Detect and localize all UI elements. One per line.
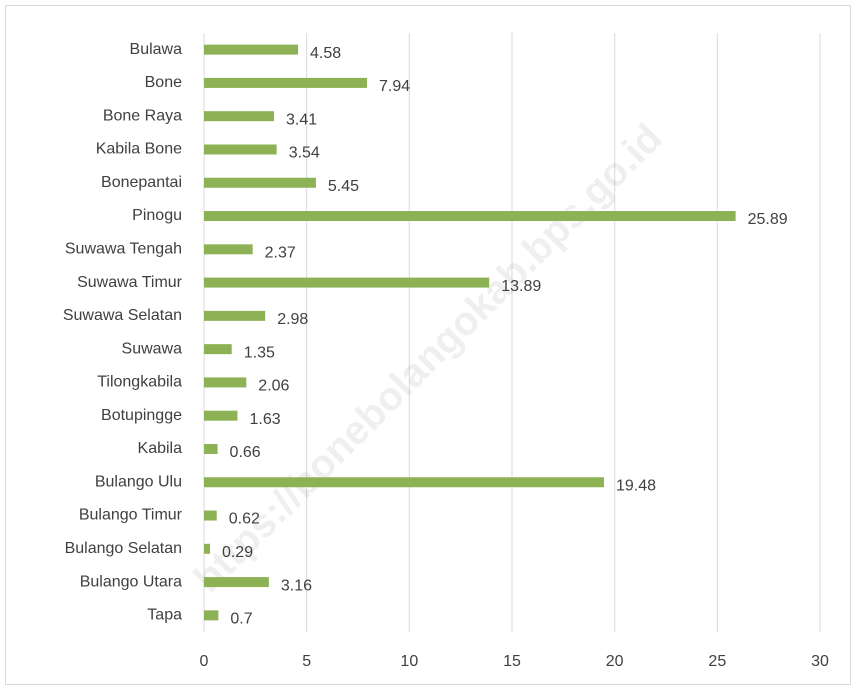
x-tick-label: 5 — [302, 653, 311, 670]
bar — [204, 177, 316, 188]
y-tick-label: Bulango Ulu — [95, 473, 182, 490]
data-label: 0.66 — [230, 444, 261, 461]
y-tick-label: Suwawa — [122, 340, 183, 357]
bar — [204, 244, 253, 255]
x-tick-label: 30 — [811, 653, 829, 670]
y-tick-label: Pinogu — [132, 207, 182, 224]
y-tick-label: Bonepantai — [101, 174, 182, 191]
bar — [204, 377, 247, 388]
y-tick-label: Bone Raya — [103, 107, 182, 124]
data-label: 5.45 — [328, 178, 359, 195]
y-tick-label: Tapa — [147, 607, 182, 624]
x-tick-label: 10 — [400, 653, 418, 670]
data-label: 19.48 — [616, 477, 656, 494]
data-label: 1.35 — [244, 344, 275, 361]
data-label: 0.29 — [222, 544, 253, 561]
y-tick-label: Bulango Utara — [80, 573, 182, 590]
data-label: 3.41 — [286, 111, 317, 128]
bar — [204, 577, 269, 588]
bar — [204, 144, 277, 155]
data-label: 2.98 — [277, 311, 308, 328]
bar — [204, 77, 368, 88]
data-label: 0.7 — [230, 611, 252, 628]
data-label: 25.89 — [748, 211, 788, 228]
data-label: 2.06 — [258, 378, 289, 395]
x-tick-label: 15 — [503, 653, 521, 670]
y-tick-label: Bulango Selatan — [65, 540, 182, 557]
data-label: 13.89 — [501, 278, 541, 295]
bar — [204, 111, 275, 122]
y-tick-label: Suwawa Timur — [77, 274, 183, 291]
x-tick-label: 0 — [200, 653, 209, 670]
x-tick-label: 25 — [708, 653, 726, 670]
y-tick-label: Bone — [145, 74, 182, 91]
y-tick-label: Bulango Timur — [79, 507, 183, 524]
y-tick-label: Botupingge — [101, 407, 182, 424]
data-label: 0.62 — [229, 511, 260, 528]
bar — [204, 477, 604, 488]
y-tick-label: Kabila Bone — [96, 141, 182, 158]
bar — [204, 344, 232, 355]
bar — [204, 543, 210, 554]
y-tick-label: Kabila — [138, 440, 183, 457]
bar — [204, 510, 217, 521]
data-label: 7.94 — [379, 78, 410, 95]
data-label: 3.54 — [289, 145, 320, 162]
chart-border — [5, 5, 851, 685]
data-label: 2.37 — [265, 245, 296, 262]
y-tick-label: Suwawa Selatan — [63, 307, 182, 324]
bar — [204, 211, 736, 222]
y-tick-label: Suwawa Tengah — [65, 241, 182, 258]
bar — [204, 443, 218, 454]
bar — [204, 277, 490, 288]
y-tick-label: Bulawa — [130, 41, 183, 58]
y-tick-label: Tilongkabila — [97, 374, 182, 391]
data-label: 1.63 — [249, 411, 280, 428]
data-label: 3.16 — [281, 577, 312, 594]
x-tick-label: 20 — [606, 653, 624, 670]
bar — [204, 610, 219, 621]
bar — [204, 310, 266, 321]
bar — [204, 410, 238, 421]
bar — [204, 44, 299, 55]
data-label: 4.58 — [310, 45, 341, 62]
